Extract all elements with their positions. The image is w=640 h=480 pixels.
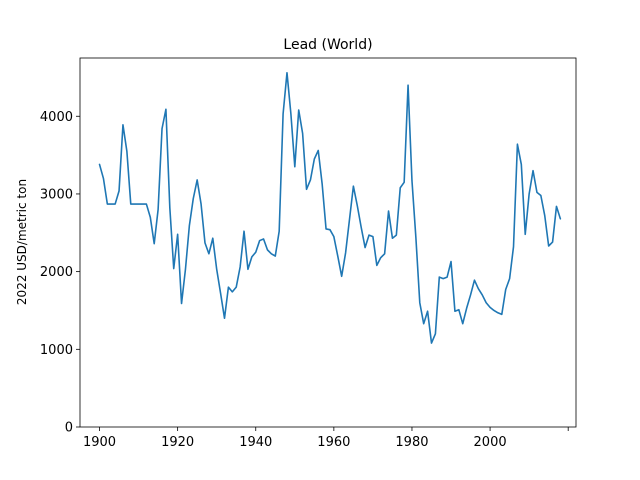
y-tick-label: 4000 (40, 110, 73, 125)
x-tick-label: 2000 (474, 435, 507, 450)
y-axis-label: 2022 USD/metric ton (15, 179, 29, 305)
x-tick-label: 1900 (83, 435, 116, 450)
x-tick-label: 1940 (239, 435, 272, 450)
y-tick-label: 3000 (40, 187, 73, 202)
y-tick-label: 2000 (40, 265, 73, 280)
y-tick-label: 1000 (40, 343, 73, 358)
series-line (98, 71, 562, 344)
y-tick-label: 0 (65, 421, 73, 436)
x-tick-label: 1920 (161, 435, 194, 450)
x-axis-ticks: 1900 1920 1940 1960 1980 2000 (83, 427, 569, 450)
plot-frame (79, 57, 577, 428)
y-axis-ticks: 0 1000 2000 3000 4000 (40, 110, 80, 436)
x-tick-label: 1980 (395, 435, 428, 450)
chart-title: Lead (World) (283, 37, 372, 53)
x-tick-label: 1960 (317, 435, 350, 450)
